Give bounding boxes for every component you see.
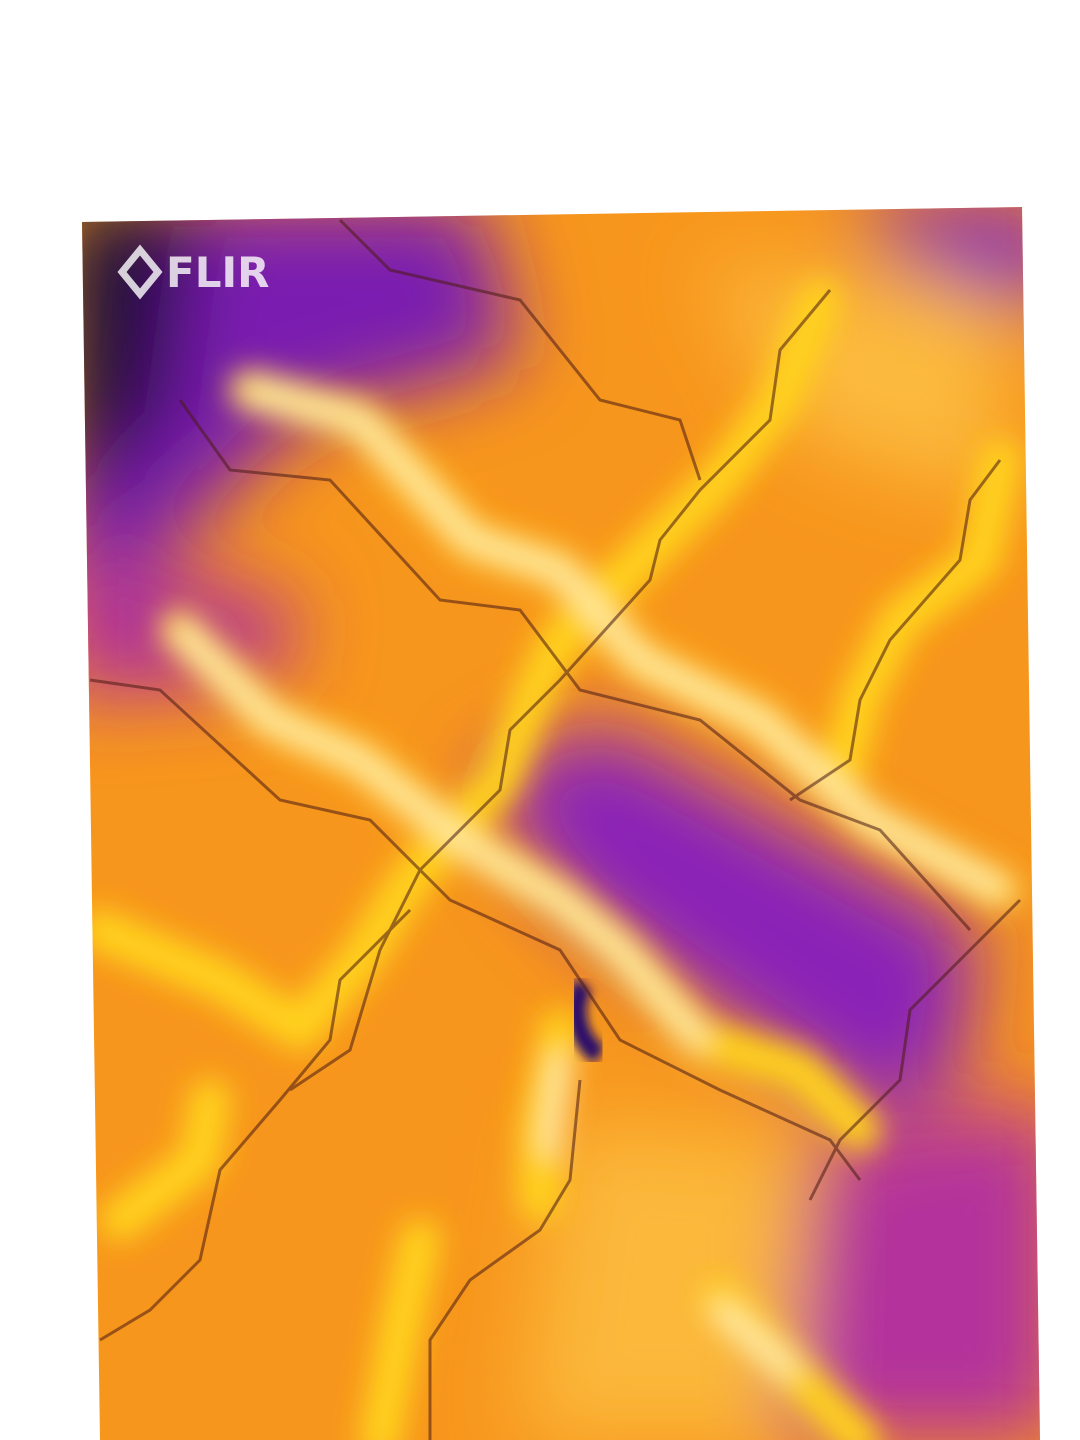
cold-spot <box>566 977 606 1064</box>
flir-logo: FLIR <box>117 244 269 300</box>
logo-text: FLIR <box>166 248 269 297</box>
tile-seams <box>89 218 1022 1440</box>
warm-streaks <box>82 279 1021 1440</box>
logo-icon <box>117 244 163 300</box>
